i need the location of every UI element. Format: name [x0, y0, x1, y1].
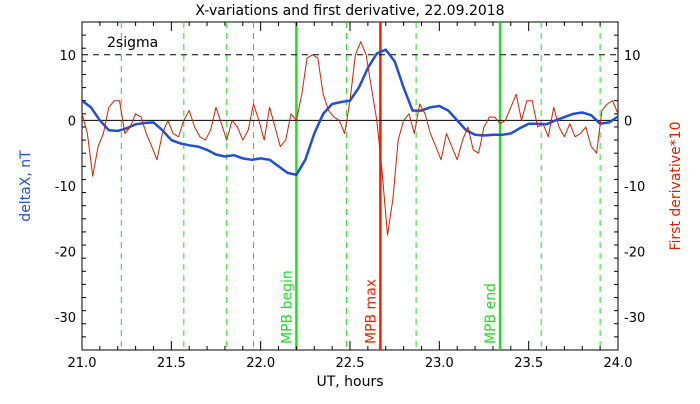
threshold-label: 2sigma [107, 35, 158, 51]
y-tick-label-left: -20 [55, 246, 76, 261]
vertical-markers-group [120, 22, 601, 350]
mpb-marker-label: MPB max [363, 279, 379, 344]
axes-ticks-group: 21.0 21.5 22.0 22.5 23.0 23.5 24.0 -30 -30 -20 -20… [55, 21, 645, 371]
x-tick-label: 21.0 [68, 356, 97, 371]
mpb-marker-label: MPB end [483, 283, 499, 344]
y-tick-label-left: -30 [55, 311, 76, 326]
y-tick-label-right: 0 [624, 114, 632, 129]
reference-lines-group [82, 54, 618, 121]
series-group [81, 41, 619, 236]
x-tick-label: 23.0 [425, 356, 454, 371]
y-tick-label-right: 10 [624, 49, 641, 64]
mpb-marker-label: MPB begin [279, 270, 295, 344]
derivative-series-line [81, 41, 619, 236]
y-tick-label-right: -20 [624, 246, 645, 261]
x-tick-label: 22.5 [336, 356, 365, 371]
y-tick-label-right: -30 [624, 311, 645, 326]
y-tick-label-right: -10 [624, 180, 645, 195]
y-tick-label-left: -10 [55, 180, 76, 195]
y-tick-label-left: 0 [68, 114, 76, 129]
x-tick-label: 21.5 [157, 356, 186, 371]
x-axis-label: UT, hours [316, 374, 383, 390]
y-axis-label-right: First derivative*10 [668, 121, 684, 250]
x-tick-label: 23.5 [514, 356, 543, 371]
y-axis-label-left: deltaX, nT [18, 150, 34, 222]
y-tick-label-left: 10 [59, 49, 76, 64]
x-tick-label: 22.0 [246, 356, 275, 371]
chart-title: X-variations and first derivative, 22.09… [195, 3, 504, 19]
marker-labels-group: MPB begin MPB max MPB end [279, 270, 499, 344]
x-tick-label: 24.0 [604, 356, 633, 371]
